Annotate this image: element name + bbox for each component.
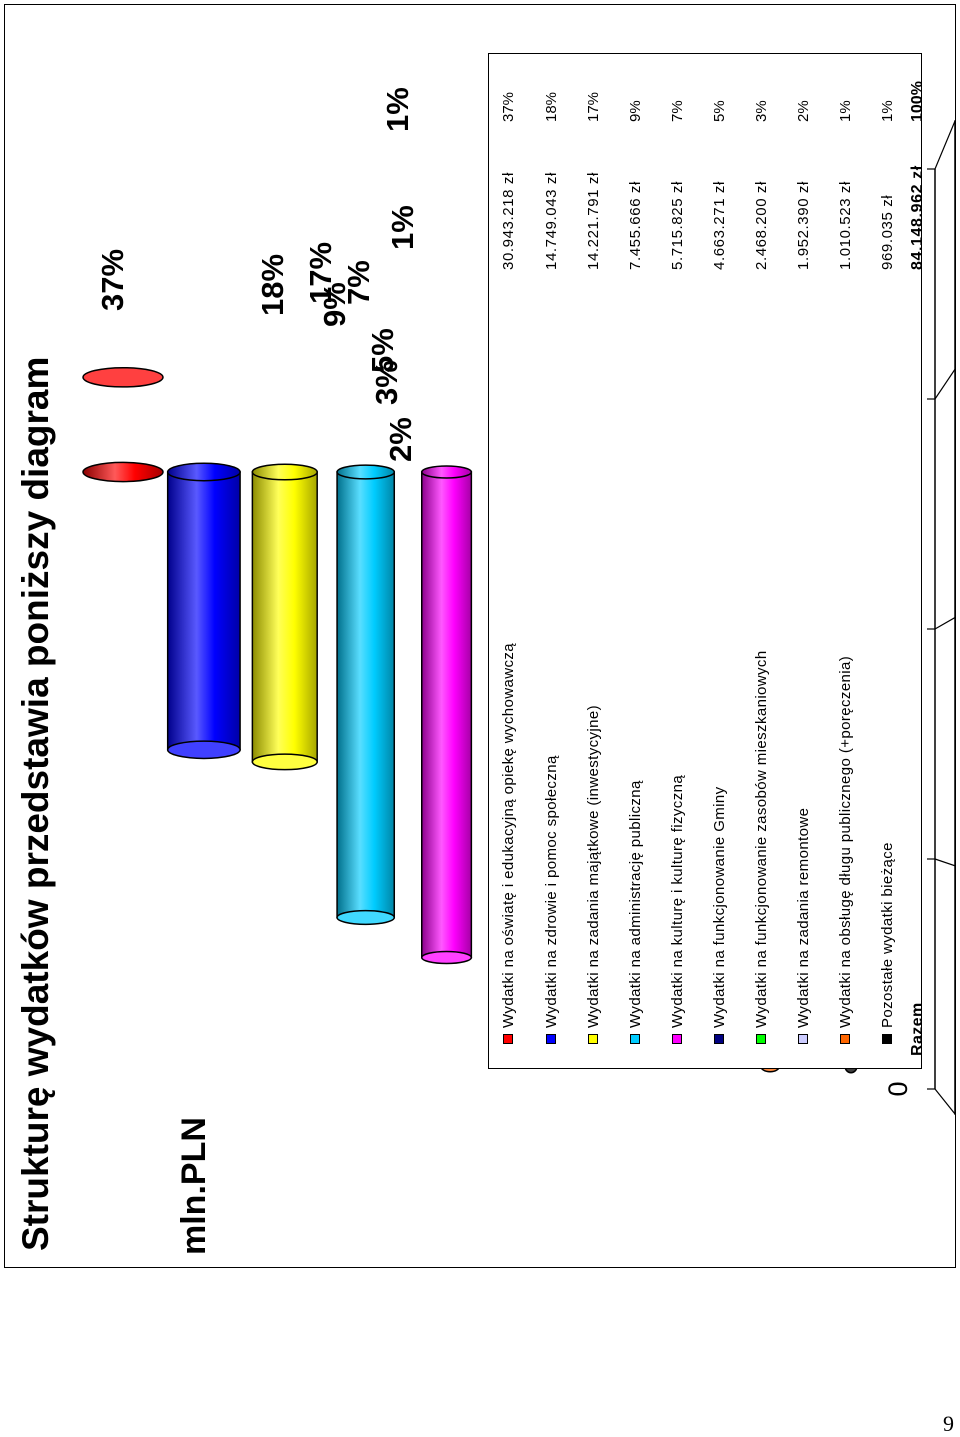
chart-back-wall <box>954 120 955 1115</box>
legend-percent: 2% <box>795 100 812 122</box>
chart-frame: Strukturę wydatków przedstawia poniższy … <box>4 4 956 1268</box>
bar-3 <box>251 471 318 763</box>
legend-row: Wydatki na funkcjonowanie zasobów mieszk… <box>749 54 775 1068</box>
legend-row: Wydatki na administrację publiczną 7.455.… <box>623 54 649 1068</box>
bar-percent-label: 3% <box>369 360 404 405</box>
legend-percent: 3% <box>753 100 770 122</box>
legend-label: Wydatki na funkcjonowanie zasobów mieszk… <box>753 650 770 1028</box>
bar-base-cap <box>336 464 396 480</box>
legend-row: Wydatki na obsługę długu publicznego (+p… <box>833 54 859 1068</box>
bar-top-cap <box>166 740 241 760</box>
legend-percent: 9% <box>627 100 644 122</box>
chart-floor <box>954 1088 955 1115</box>
bar-percent-label: 1% <box>380 87 415 132</box>
bar-percent-label: 5% <box>365 328 400 373</box>
bar-percent-label: 9% <box>317 282 352 327</box>
gridline-side <box>934 120 955 170</box>
bar-top-cap <box>336 909 396 926</box>
y-tick-label: 0 <box>883 1081 913 1096</box>
chart-title: Strukturę wydatków przedstawia poniższy … <box>15 357 56 1251</box>
legend-label: Wydatki na oświatę i edukacyjną opiekę w… <box>500 642 517 1028</box>
legend-row: Wydatki na zadania remontowe 1.952.390 zł… <box>791 54 817 1068</box>
gridline-side <box>934 858 955 867</box>
legend-label: Wydatki na zdrowie i pomoc społeczną <box>543 755 560 1028</box>
legend-percent: 7% <box>669 100 686 122</box>
bar-percent-label: 2% <box>383 417 418 462</box>
legend-row: Wydatki na kulturę i kulturę fizyczną 5.7… <box>665 54 691 1068</box>
legend-percent: 1% <box>879 100 896 122</box>
legend-swatch <box>798 1034 808 1044</box>
legend-percent: 5% <box>711 100 728 122</box>
legend-swatch <box>588 1034 598 1044</box>
bar-percent-label: 17% <box>303 242 338 304</box>
gridline-side <box>934 1088 955 1115</box>
bar-percent-label: 37% <box>95 249 130 311</box>
bar-2 <box>166 471 241 751</box>
legend-swatch <box>546 1034 556 1044</box>
legend-label: Wydatki na obsługę długu publicznego (+p… <box>837 655 854 1028</box>
legend-row: Wydatki na oświatę i edukacyjną opiekę w… <box>496 54 522 1068</box>
legend-label: Wydatki na administrację publiczną <box>627 780 644 1028</box>
legend-row: Wydatki na zdrowie i pomoc społeczną 14.7… <box>539 54 565 1068</box>
legend-total-row: Razem 84.148.962 zł 100% <box>905 54 931 1068</box>
bar-4 <box>336 471 396 919</box>
gridline-side <box>934 368 955 400</box>
page-number: 9 <box>943 1411 954 1436</box>
legend-swatch <box>840 1034 850 1044</box>
y-axis-label: mln.PLN <box>175 1117 213 1255</box>
bar-top-cap <box>251 753 318 771</box>
legend-percent: 1% <box>837 100 854 122</box>
legend-label: Wydatki na kulturę i kulturę fizyczną <box>669 774 686 1028</box>
gridline-side <box>934 616 955 630</box>
bar-base-cap <box>82 461 164 483</box>
legend-percent: 37% <box>500 91 517 122</box>
legend-swatch <box>714 1034 724 1044</box>
bar-top-cap <box>82 366 164 388</box>
legend-label: Wydatki na zadania remontowe <box>795 807 812 1028</box>
legend-percent: 18% <box>543 91 560 122</box>
bar-base-cap <box>251 463 318 481</box>
legend-swatch <box>672 1034 682 1044</box>
legend-percent: 100% <box>909 81 926 122</box>
legend-label: Pozostałe wydatki bieżące <box>879 842 896 1028</box>
legend-swatch <box>630 1034 640 1044</box>
legend-swatch <box>503 1034 513 1044</box>
legend-table: Wydatki na oświatę i edukacyjną opiekę w… <box>488 53 926 1069</box>
chart-floor-edge <box>954 1088 955 1115</box>
legend-row: Wydatki na zadania majątkowe (inwestycyj… <box>581 54 607 1068</box>
bar-percent-label: 18% <box>255 254 290 316</box>
legend-label: Wydatki na zadania majątkowe (inwestycyj… <box>585 704 602 1028</box>
bar-percent-label: 7% <box>341 260 376 305</box>
bar-base-cap <box>166 462 241 482</box>
legend-row: Wydatki na funkcjonowanie Gminy 4.663.271… <box>707 54 733 1068</box>
legend-swatch <box>882 1034 892 1044</box>
legend-percent: 17% <box>585 91 602 122</box>
legend-label: Wydatki na funkcjonowanie Gminy <box>711 786 728 1028</box>
rotated-chart-page: Strukturę wydatków przedstawia poniższy … <box>5 5 955 1267</box>
legend-swatch <box>756 1034 766 1044</box>
bar-top-cap <box>421 950 473 965</box>
legend-label: Razem <box>909 1002 926 1056</box>
bar-percent-label: 1% <box>385 205 420 250</box>
legend-row: Pozostałe wydatki bieżące 969.035 zł 1% <box>875 54 901 1068</box>
bar-base-cap <box>421 465 473 479</box>
bar-5 <box>421 471 473 959</box>
